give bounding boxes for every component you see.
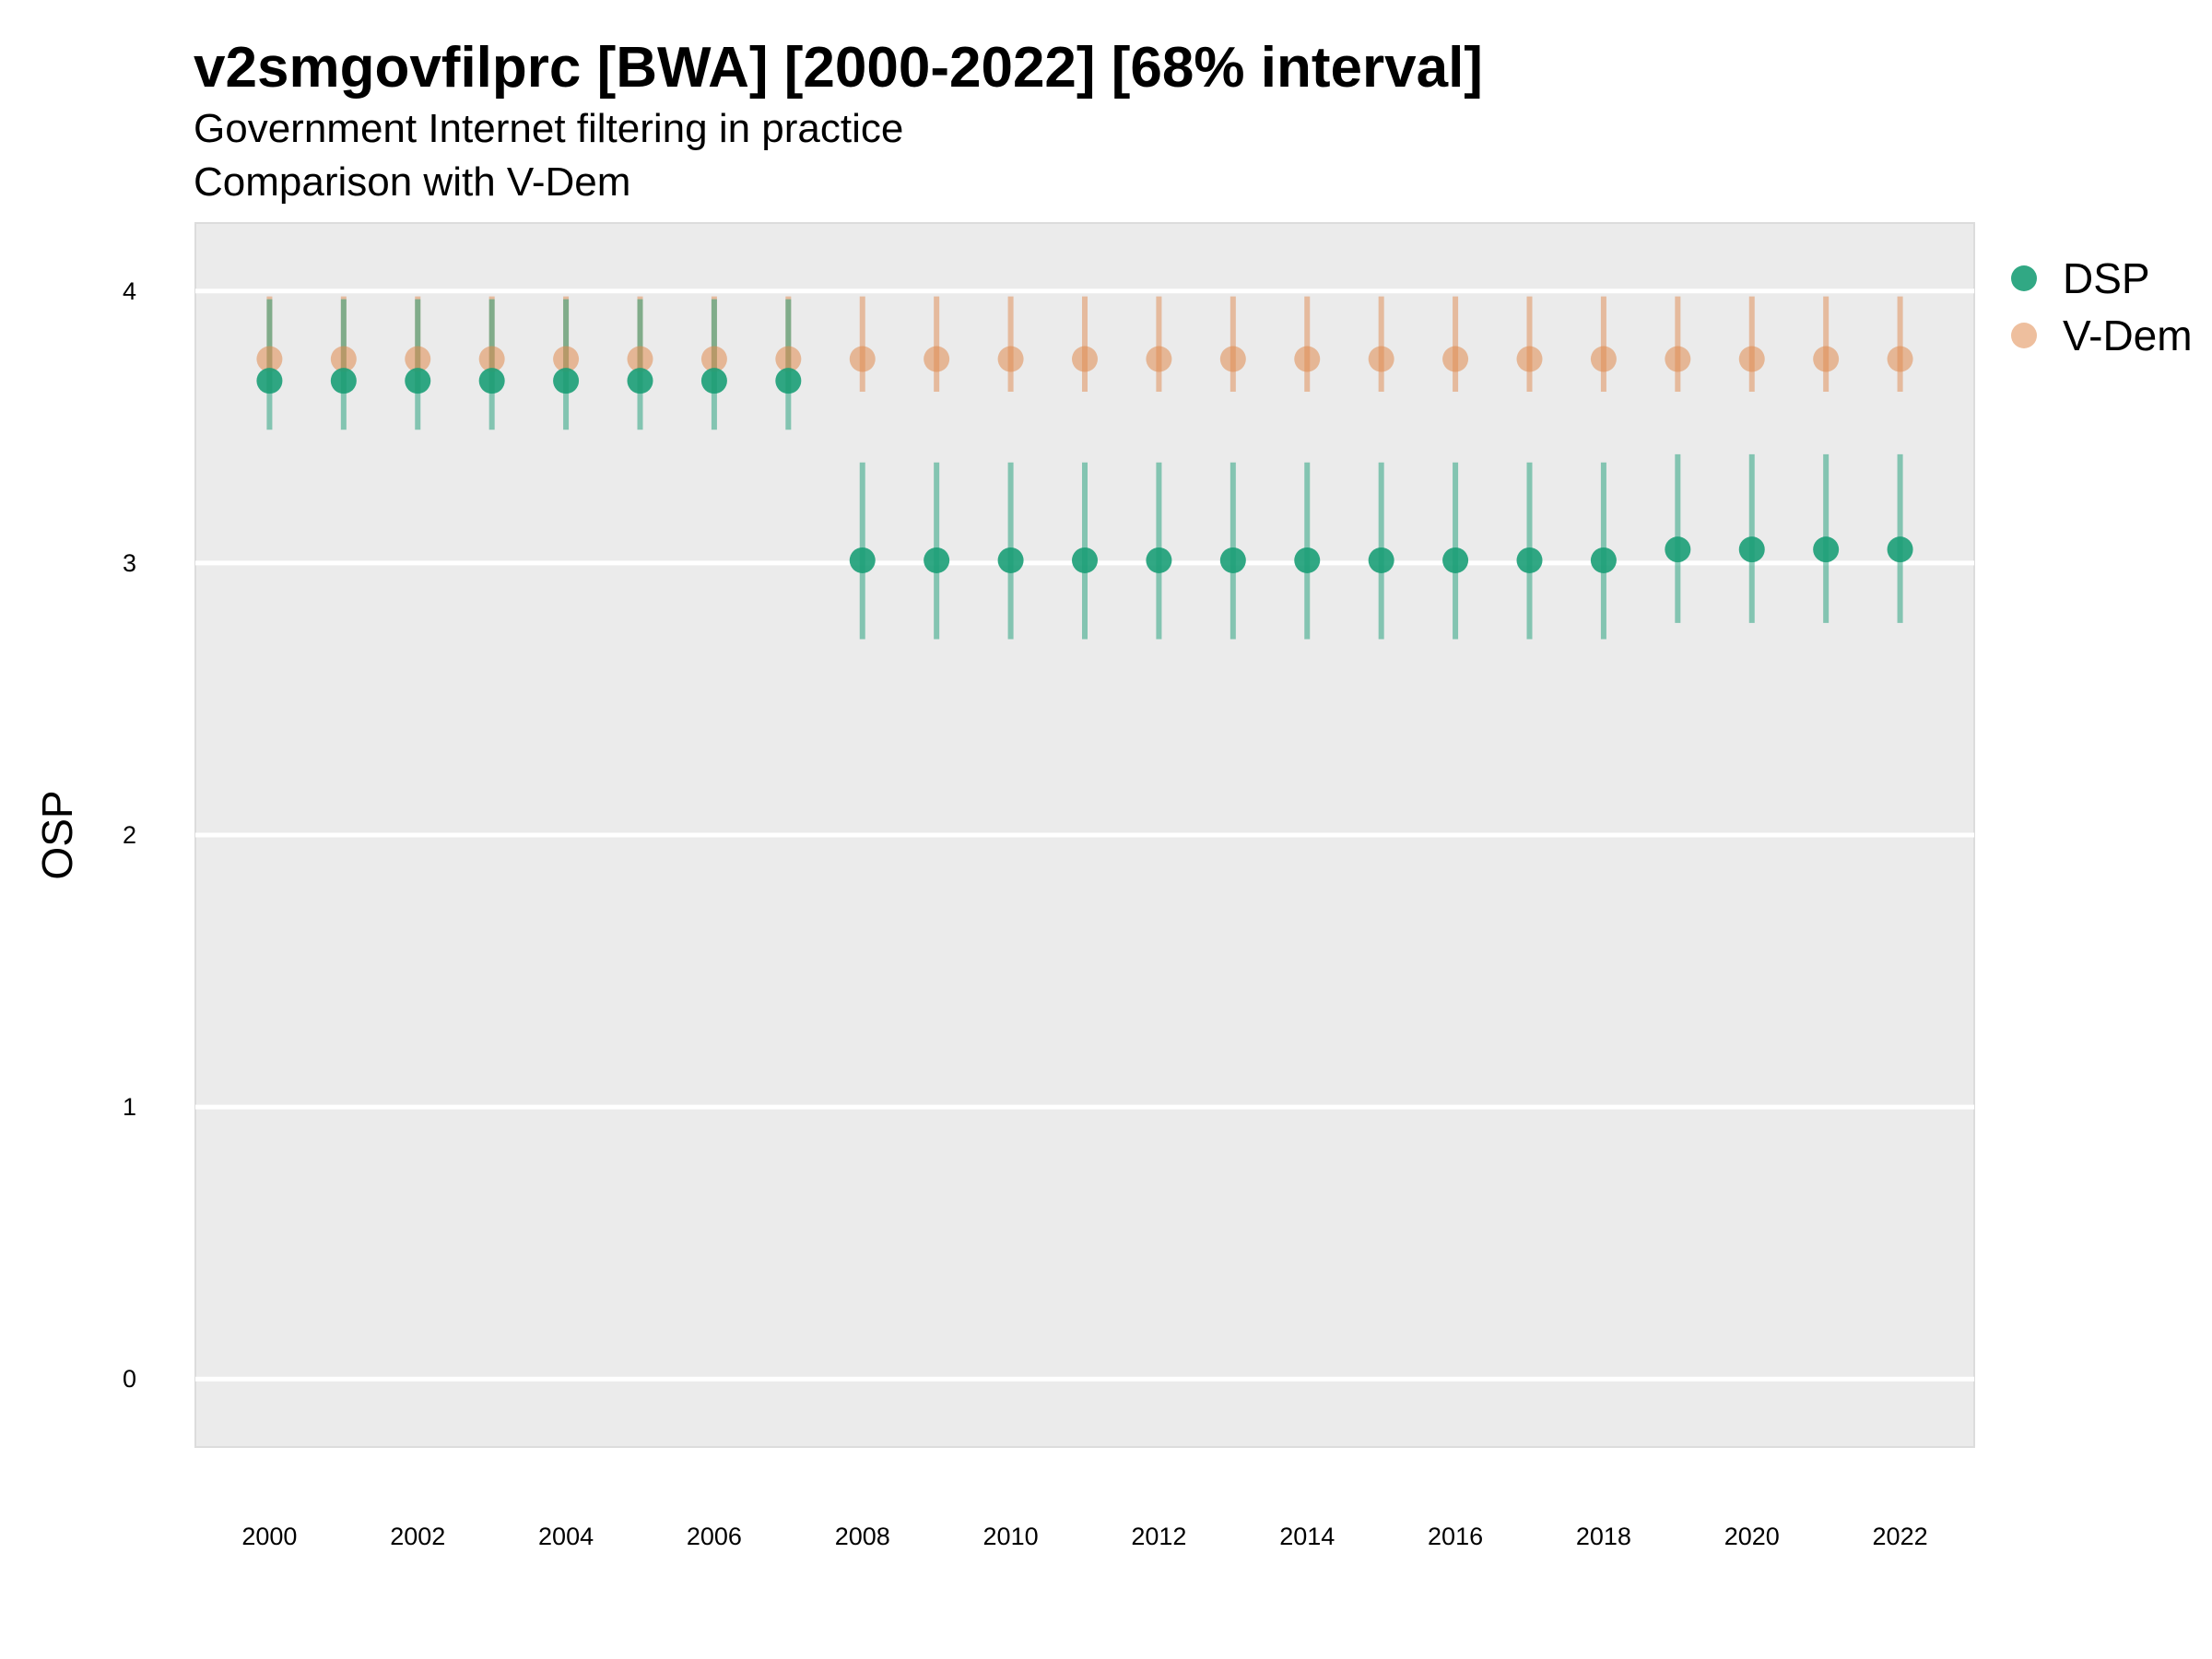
point-v-dem [478, 346, 505, 372]
point-dsp [553, 368, 580, 394]
chart-subtitle: Government Internet filtering in practic… [194, 106, 904, 151]
point-v-dem [1146, 346, 1172, 372]
point-v-dem [1442, 346, 1469, 372]
point-v-dem [553, 346, 580, 372]
point-dsp [849, 547, 876, 573]
y-tick-label: 1 [123, 1093, 136, 1121]
point-dsp [627, 368, 653, 394]
y-tick-label: 4 [123, 277, 136, 305]
point-v-dem [1072, 346, 1098, 372]
point-v-dem [1887, 346, 1913, 372]
y-axis-label: OSP [33, 790, 81, 879]
legend-key-dsp [2011, 265, 2037, 291]
point-dsp [256, 368, 283, 394]
point-dsp [1738, 536, 1765, 563]
point-v-dem [1294, 346, 1321, 372]
x-tick-label: 2004 [538, 1523, 594, 1550]
x-tick-label: 2006 [687, 1523, 742, 1550]
point-dsp [1516, 547, 1543, 573]
y-tick-label: 3 [123, 549, 136, 577]
x-tick-label: 2000 [241, 1523, 297, 1550]
point-v-dem [849, 346, 876, 372]
point-dsp [775, 368, 802, 394]
point-v-dem [405, 346, 431, 372]
legend-label: DSP [2063, 254, 2150, 302]
chart-caption: Comparison with V-Dem [194, 159, 631, 205]
point-v-dem [700, 346, 727, 372]
point-dsp [478, 368, 505, 394]
point-v-dem [1516, 346, 1543, 372]
point-dsp [700, 368, 727, 394]
point-v-dem [997, 346, 1024, 372]
point-dsp [1887, 536, 1913, 563]
y-tick-label: 0 [123, 1365, 136, 1393]
point-v-dem [1813, 346, 1840, 372]
point-dsp [924, 547, 950, 573]
point-v-dem [1738, 346, 1765, 372]
point-dsp [405, 368, 431, 394]
point-dsp [1294, 547, 1321, 573]
x-tick-label: 2020 [1724, 1523, 1780, 1550]
point-v-dem [775, 346, 802, 372]
point-dsp [1219, 547, 1246, 573]
point-dsp [997, 547, 1024, 573]
point-dsp [330, 368, 357, 394]
point-dsp [1813, 536, 1840, 563]
x-tick-label: 2010 [983, 1523, 1039, 1550]
point-dsp [1590, 547, 1617, 573]
point-v-dem [924, 346, 950, 372]
x-tick-label: 2012 [1131, 1523, 1186, 1550]
point-dsp [1665, 536, 1691, 563]
point-v-dem [256, 346, 283, 372]
point-v-dem [627, 346, 653, 372]
x-tick-label: 2002 [390, 1523, 445, 1550]
point-v-dem [1590, 346, 1617, 372]
x-tick-label: 2008 [835, 1523, 890, 1550]
point-dsp [1072, 547, 1098, 573]
point-dsp [1368, 547, 1394, 573]
point-v-dem [1219, 346, 1246, 372]
x-tick-label: 2022 [1873, 1523, 1928, 1550]
point-v-dem [1368, 346, 1394, 372]
point-dsp [1442, 547, 1469, 573]
x-tick-label: 2018 [1576, 1523, 1631, 1550]
y-tick-label: 2 [123, 821, 136, 849]
point-dsp [1146, 547, 1172, 573]
legend-key-v-dem [2011, 323, 2037, 348]
legend-label: V-Dem [2063, 312, 2193, 359]
chart-title: v2smgovfilprc [BWA] [2000-2022] [68% int… [194, 36, 1483, 100]
point-v-dem [1665, 346, 1691, 372]
point-v-dem [330, 346, 357, 372]
x-tick-label: 2016 [1428, 1523, 1483, 1550]
x-tick-label: 2014 [1279, 1523, 1335, 1550]
